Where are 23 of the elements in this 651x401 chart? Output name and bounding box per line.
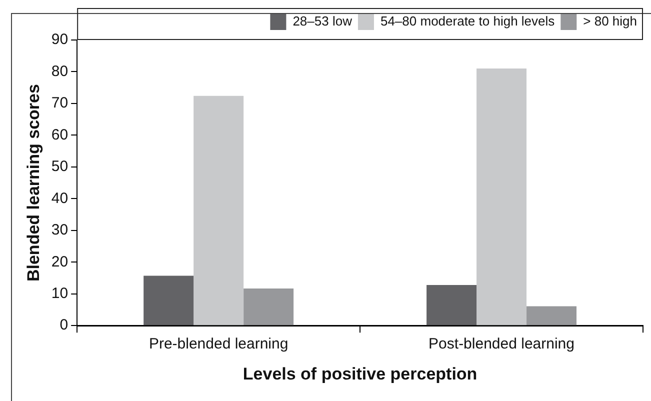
y-tick-label: 80 — [51, 62, 68, 80]
y-tick-label: 10 — [51, 285, 68, 302]
y-tick-label: 90 — [51, 31, 68, 48]
legend-label: 28–53 low — [292, 14, 353, 29]
y-tick-label: 40 — [51, 190, 68, 207]
y-tick-label: 60 — [51, 126, 68, 144]
bar — [526, 306, 577, 326]
y-tick-label: 30 — [51, 222, 68, 239]
x-tick-label: Pre-blended learning — [148, 336, 288, 353]
y-axis-title: Blended learning scores — [24, 84, 43, 282]
x-axis-title: Levels of positive perception — [242, 364, 478, 384]
bar — [476, 68, 527, 326]
y-tick-label: 20 — [51, 253, 68, 270]
x-tick-label: Post-blended learning — [428, 336, 574, 353]
y-tick-label: 70 — [51, 94, 68, 112]
y-tick-label: 50 — [51, 158, 68, 176]
bar — [426, 284, 477, 326]
bar — [194, 96, 244, 326]
legend-label: 54–80 moderate to high levels — [380, 14, 556, 29]
bar — [244, 288, 294, 326]
y-tick-label: 0 — [60, 316, 68, 334]
legend-label: > 80 high — [583, 14, 638, 29]
bar — [144, 276, 194, 326]
